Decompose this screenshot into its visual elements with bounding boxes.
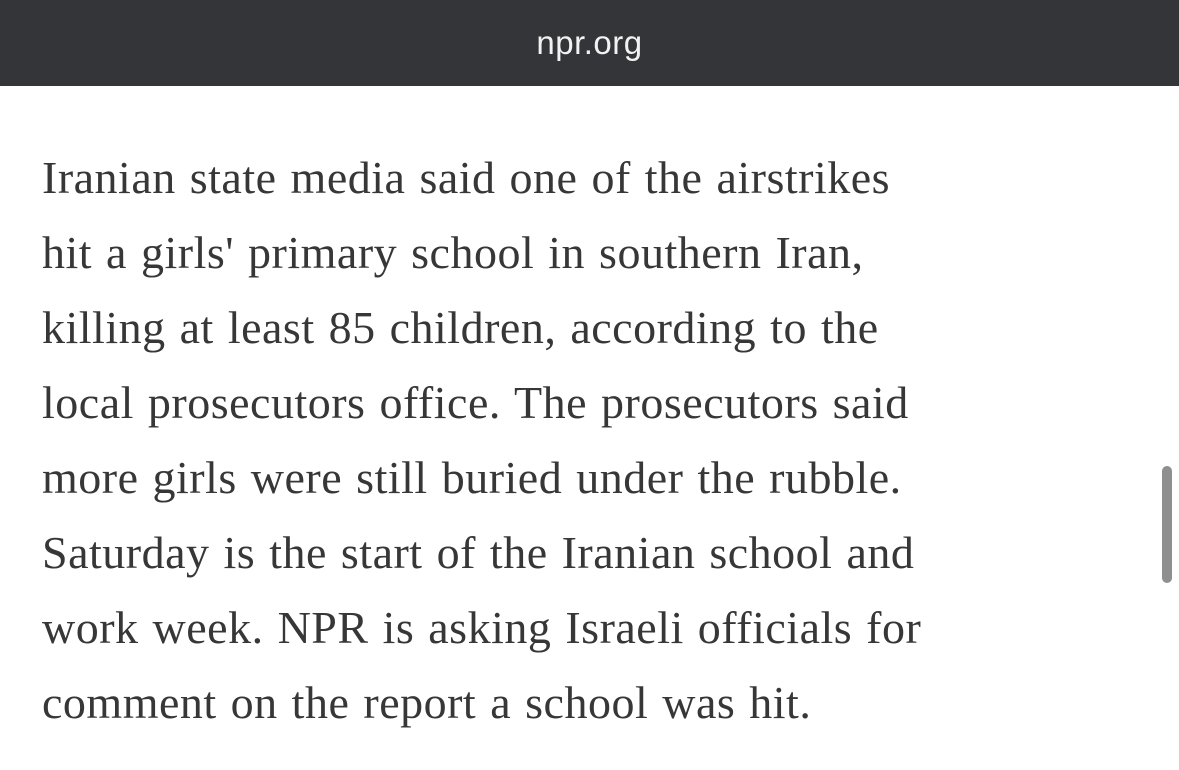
article-line: more girls were still buried under the r… (42, 452, 902, 503)
article-line: work week. NPR is asking Israeli officia… (42, 602, 922, 653)
url-bar-domain-label[interactable]: npr.org (536, 24, 643, 61)
article-paragraph: Iranian state media said one of the airs… (42, 140, 1139, 740)
article-line: hit a girls' primary school in southern … (42, 227, 864, 278)
article-line: Saturday is the start of the Iranian sch… (42, 527, 915, 578)
article-line: comment on the report a school was hit. (42, 677, 812, 728)
article-line: local prosecutors office. The prosecutor… (42, 377, 909, 428)
article-line: Iranian state media said one of the airs… (42, 152, 891, 203)
article-line: killing at least 85 children, according … (42, 302, 879, 353)
browser-header: npr.org (0, 0, 1179, 86)
scrollbar-thumb[interactable] (1162, 466, 1172, 583)
